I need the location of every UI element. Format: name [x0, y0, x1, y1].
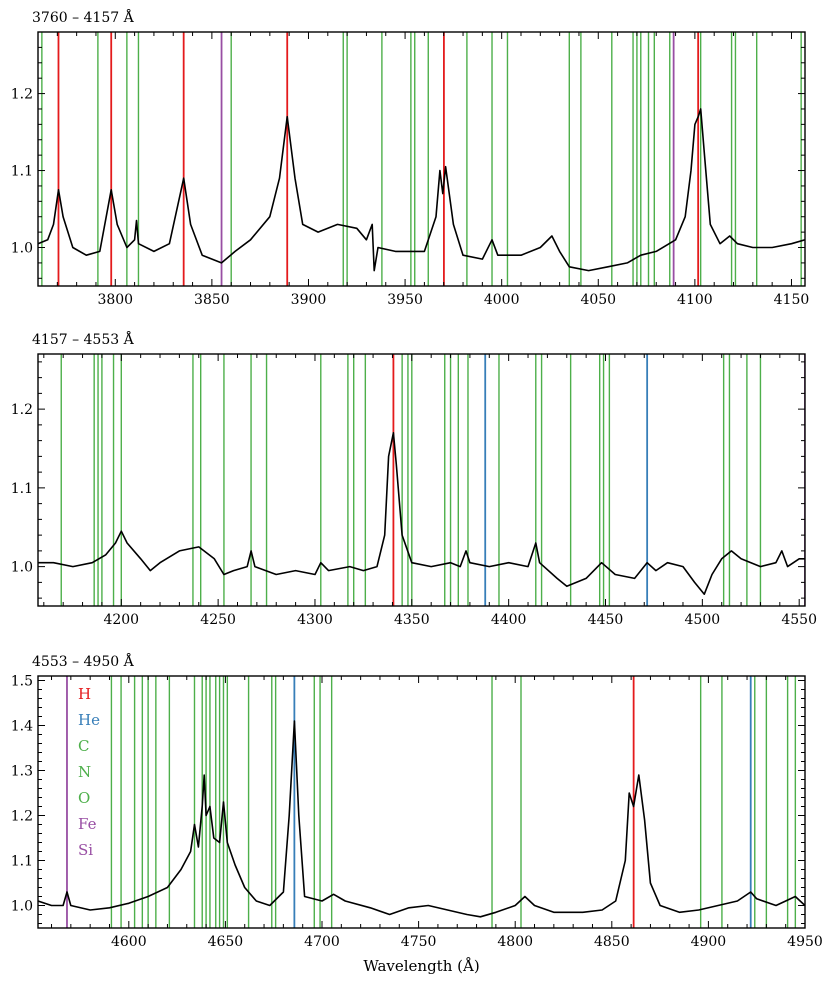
plot-area: [38, 32, 805, 286]
x-tick-label: 4800: [497, 934, 533, 950]
y-tick-label: 1.2: [11, 402, 33, 418]
x-tick-label: 4200: [103, 612, 139, 628]
plot-frame: [37, 353, 806, 607]
plot-area: [38, 676, 805, 928]
y-tick-label: 1.0: [11, 241, 33, 257]
x-tick-label: 4900: [691, 934, 727, 950]
x-tick-label: 3850: [194, 292, 230, 308]
x-tick-label: 4000: [484, 292, 520, 308]
x-tick-label: 4300: [297, 612, 333, 628]
y-tick-label: 1.1: [11, 164, 33, 180]
y-tick-label: 1.3: [11, 764, 33, 780]
x-axis-label: Wavelength (Å): [363, 957, 479, 975]
x-tick-label: 4950: [787, 934, 823, 950]
panel-title: 3760 – 4157 Å: [32, 8, 135, 26]
spectrum-series: [38, 431, 805, 596]
legend-entry-o: O: [78, 789, 90, 807]
y-tick-label: 1.1: [11, 481, 33, 497]
legend-entry-n: N: [78, 763, 91, 781]
x-tick-label: 4400: [491, 612, 527, 628]
x-tick-label: 4050: [580, 292, 616, 308]
y-tick-label: 1.5: [11, 674, 33, 690]
plot-frame: [37, 675, 806, 929]
plot-area: [38, 354, 805, 606]
legend-entry-si: Si: [78, 841, 93, 859]
spectrum-series: [38, 720, 805, 918]
legend-entry-h: H: [78, 685, 91, 703]
x-tick-label: 4600: [111, 934, 147, 950]
x-tick-label: 4450: [588, 612, 624, 628]
x-tick-label: 4100: [677, 292, 713, 308]
panel-1: 3760 – 4157 Å 3800 3850 3900 3950 4000 4050 410…: [11, 8, 810, 308]
legend-entry-fe: Fe: [78, 815, 97, 833]
x-tick-label: 3900: [291, 292, 327, 308]
y-tick-label: 1.4: [11, 719, 33, 735]
x-tick-label: 3950: [387, 292, 423, 308]
x-tick-label: 4650: [208, 934, 244, 950]
x-tick-label: 4850: [594, 934, 630, 950]
plot-frame: [37, 31, 806, 287]
y-tick-label: 1.0: [11, 560, 33, 576]
legend-entry-c: C: [78, 737, 89, 755]
y-tick-label: 1.0: [11, 899, 33, 915]
legend: H He CNO Fe Si: [78, 685, 100, 859]
x-tick-label: 4500: [685, 612, 721, 628]
panel-2: 4157 – 4553 Å 4200 4250 4300 4350 4400 4450 450…: [11, 330, 817, 628]
y-tick-label: 1.1: [11, 854, 33, 870]
y-tick-label: 1.2: [11, 87, 33, 103]
y-tick-label: 1.2: [11, 809, 33, 825]
panel-title: 4157 – 4553 Å: [32, 330, 135, 348]
panel-title: 4553 – 4950 Å: [32, 652, 135, 670]
x-tick-label: 4150: [774, 292, 810, 308]
x-tick-label: 4250: [200, 612, 236, 628]
legend-entry-he: He: [78, 711, 100, 729]
x-tick-label: 4550: [781, 612, 817, 628]
x-tick-label: 3800: [97, 292, 133, 308]
x-tick-label: 4750: [401, 934, 437, 950]
spectrum-series: [38, 108, 805, 272]
panel-3: 4553 – 4950 Å 4600 4650 4700 4750 4800 4850 490…: [11, 652, 823, 975]
x-tick-label: 4700: [304, 934, 340, 950]
x-tick-label: 4350: [394, 612, 430, 628]
